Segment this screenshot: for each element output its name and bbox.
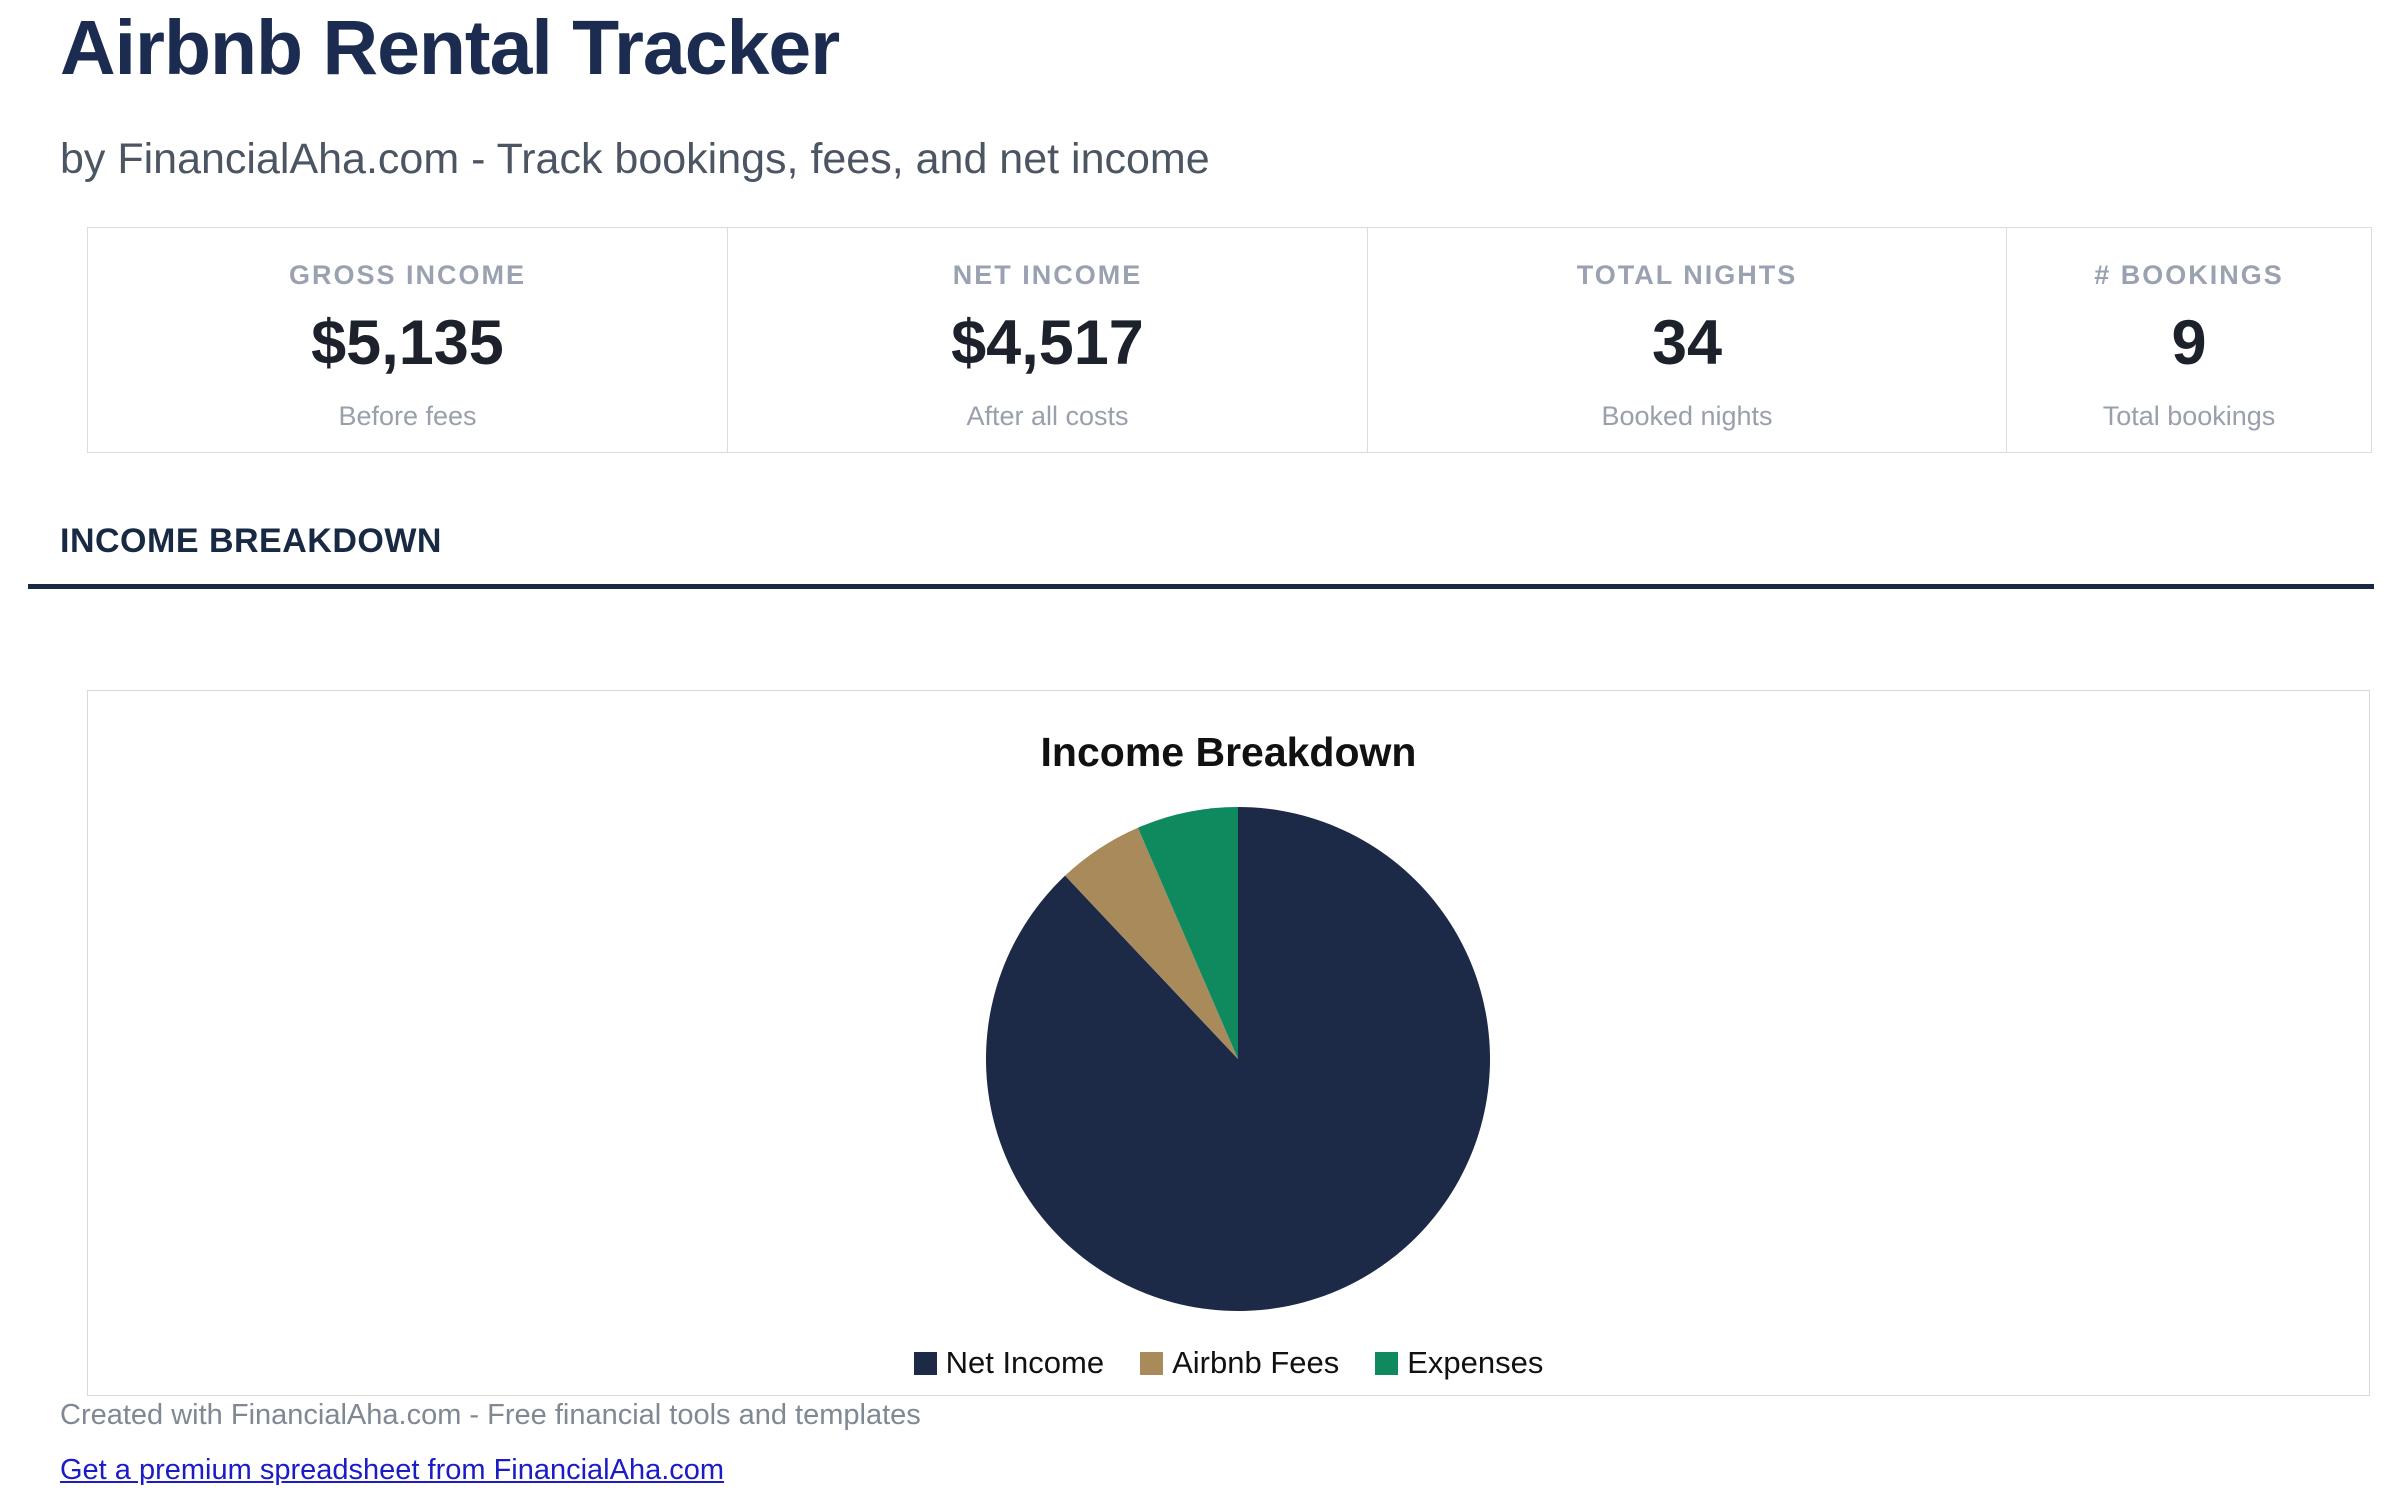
stat-value: $5,135 (311, 308, 504, 378)
stat-value: $4,517 (951, 308, 1144, 378)
chart-title: Income Breakdown (1040, 729, 1417, 775)
legend-swatch-icon (1375, 1351, 1399, 1375)
stat-card: NET INCOME $4,517 After all costs (727, 228, 1367, 452)
pie-slice-expenses (1137, 807, 1238, 1059)
pie-chart (985, 807, 1490, 1311)
stats-row: GROSS INCOME $5,135 Before fees NET INCOME $… (87, 227, 2372, 453)
legend-swatch-icon (913, 1351, 937, 1375)
stat-label: NET INCOME (952, 260, 1143, 290)
page-title: Airbnb Rental Tracker (60, 5, 840, 91)
stat-sub: Booked nights (1601, 401, 1773, 431)
page-subtitle: by FinancialAha.com - Track bookings, fe… (60, 135, 1210, 183)
stat-card: # BOOKINGS 9 Total bookings (2006, 228, 2371, 452)
legend-item: Airbnb Fees (1140, 1345, 1339, 1381)
section-divider (28, 584, 2374, 589)
stat-sub: Before fees (338, 401, 477, 431)
pie-slice-net-income (985, 807, 1490, 1311)
stat-card: TOTAL NIGHTS 34 Booked nights (1367, 228, 2006, 452)
section-title: INCOME BREAKDOWN (60, 522, 442, 560)
legend-item: Net Income (913, 1345, 1105, 1381)
footer-premium-link[interactable]: Get a premium spreadsheet from Financial… (60, 1454, 725, 1486)
legend-label: Expenses (1407, 1345, 1544, 1380)
stat-label: GROSS INCOME (288, 260, 527, 290)
footer-credit: Created with FinancialAha.com - Free fin… (60, 1399, 921, 1431)
stat-sub: Total bookings (2102, 401, 2276, 431)
stat-value: 9 (2171, 308, 2207, 378)
legend-label: Airbnb Fees (1172, 1345, 1340, 1380)
legend-item: Expenses (1375, 1345, 1543, 1381)
chart-legend: Net Income Airbnb Fees Expenses (88, 1345, 2369, 1381)
stat-sub: After all costs (966, 401, 1129, 431)
stat-value: 34 (1651, 308, 1723, 378)
stat-card: GROSS INCOME $5,135 Before fees (88, 228, 727, 452)
pie-slice-airbnb-fees (1064, 827, 1238, 1059)
legend-swatch-icon (1140, 1351, 1164, 1375)
chart-panel: Income Breakdown Net Income Airbnb Fees Ex… (87, 690, 2370, 1396)
stat-label: # BOOKINGS (2094, 260, 2284, 290)
legend-label: Net Income (945, 1345, 1105, 1380)
stat-label: TOTAL NIGHTS (1576, 260, 1798, 290)
